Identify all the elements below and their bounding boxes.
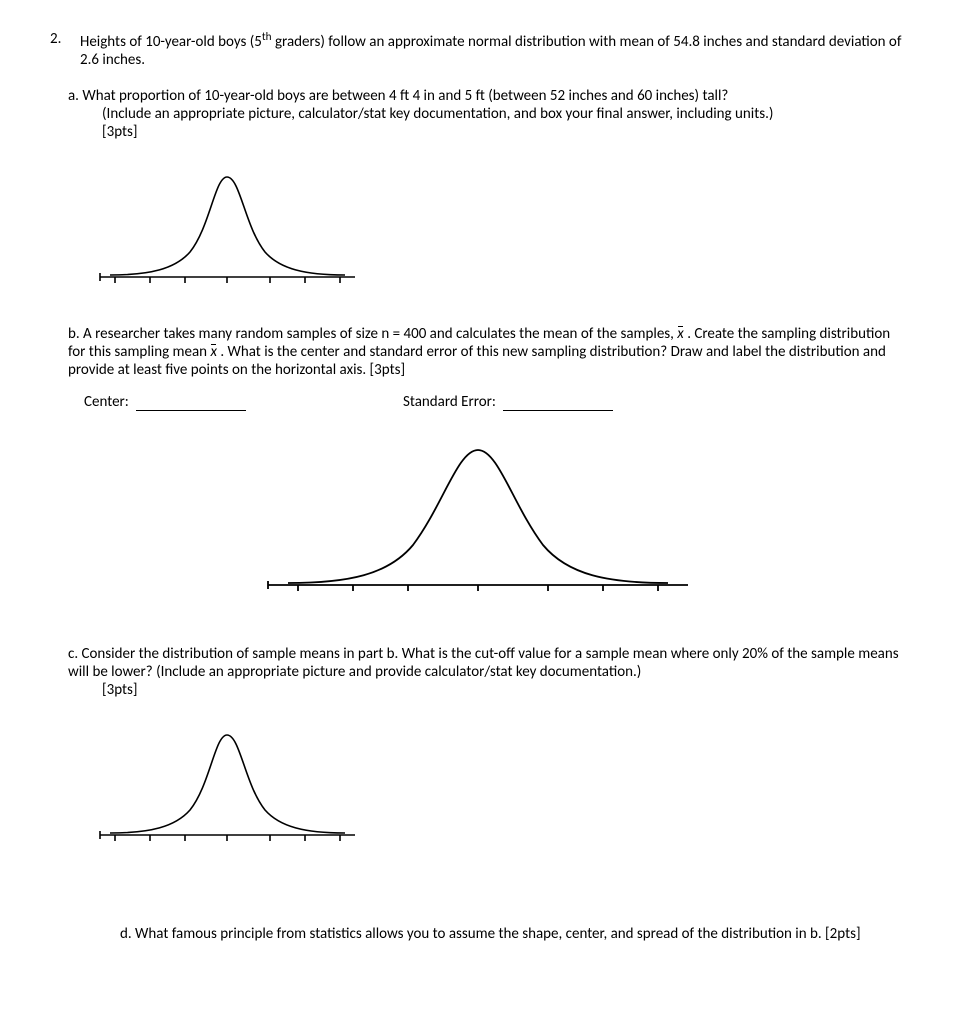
xbar-icon: x — [677, 325, 684, 343]
part-c-line1: c. Consider the distribution of sample m… — [68, 645, 906, 681]
question-number: 2. — [50, 30, 80, 69]
part-b-t1: b. A researcher takes many random sample… — [68, 325, 677, 343]
xbar-icon: x — [210, 343, 217, 361]
normal-curve-a — [90, 157, 365, 292]
normal-curve-b — [258, 425, 698, 600]
part-a-line2: (Include an appropriate picture, calcula… — [102, 105, 906, 123]
se-label: Standard Error: — [403, 393, 496, 411]
part-a-pts: [3pts] — [102, 123, 906, 141]
curve-c — [90, 715, 906, 855]
part-a-line1: a. What proportion of 10-year-old boys a… — [68, 87, 906, 105]
question-header: 2. Heights of 10-year-old boys (5th grad… — [50, 30, 906, 69]
intro-text-1: Heights of 10-year-old boys (5 — [80, 33, 262, 51]
part-c: c. Consider the distribution of sample m… — [68, 645, 906, 699]
question-intro: Heights of 10-year-old boys (5th graders… — [80, 30, 906, 69]
center-label: Center: — [84, 393, 129, 411]
part-c-pts: [3pts] — [102, 681, 906, 699]
curve-b — [50, 425, 906, 605]
part-a: a. What proportion of 10-year-old boys a… — [68, 87, 906, 141]
center-blank[interactable] — [136, 410, 246, 411]
curve-a — [90, 157, 906, 297]
intro-sup: th — [262, 30, 272, 44]
normal-curve-c — [90, 715, 365, 850]
part-d: d. What famous principle from statistics… — [120, 925, 906, 943]
part-d-text: d. What famous principle from statistics… — [120, 925, 861, 943]
part-b: b. A researcher takes many random sample… — [68, 325, 906, 379]
fill-row: Center: Standard Error: — [84, 393, 906, 411]
se-blank[interactable] — [503, 410, 613, 411]
